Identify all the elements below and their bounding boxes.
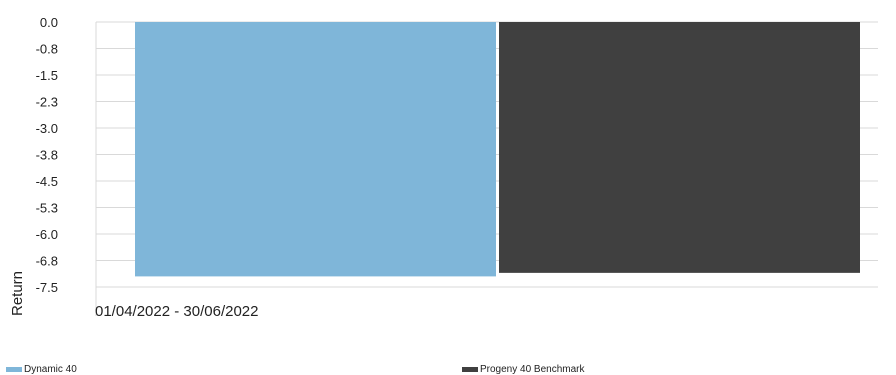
y-tick-label: -3.0 (36, 121, 58, 136)
legend-label-dynamic-40: Dynamic 40 (24, 363, 77, 375)
bar-dynamic-40 (135, 22, 496, 277)
y-tick-label: -7.5 (36, 280, 58, 295)
legend-label-progeny-40-benchmark: Progeny 40 Benchmark (480, 363, 585, 375)
y-tick-label: -6.8 (36, 254, 58, 269)
bars (135, 22, 860, 277)
legend-item-progeny-40-benchmark: Progeny 40 Benchmark (462, 363, 585, 375)
y-tick-label: -5.3 (36, 201, 58, 216)
x-category-label: 01/04/2022 - 30/06/2022 (95, 303, 258, 320)
legend-swatch-dynamic-40 (6, 366, 22, 372)
legend-item-dynamic-40: Dynamic 40 (6, 363, 77, 375)
legend-swatch-progeny-40-benchmark (462, 366, 478, 372)
y-tick-label: 0.0 (40, 15, 58, 30)
y-tick-label: -3.8 (36, 148, 58, 163)
x-axis-categories: 01/04/2022 - 30/06/2022 (95, 303, 258, 320)
bar-progeny-40-benchmark (499, 22, 860, 273)
y-tick-label: -6.0 (36, 227, 58, 242)
y-axis-ticks: 0.0 -0.8 -1.5 -2.3 -3.0 -3.8 -4.5 -5.3 -6.0 -6.8 -… (36, 15, 58, 295)
y-tick-label: -0.8 (36, 42, 58, 57)
y-tick-label: -2.3 (36, 95, 58, 110)
y-tick-label: -1.5 (36, 68, 58, 83)
y-axis-title: Return (9, 271, 26, 316)
y-tick-label: -4.5 (36, 174, 58, 189)
